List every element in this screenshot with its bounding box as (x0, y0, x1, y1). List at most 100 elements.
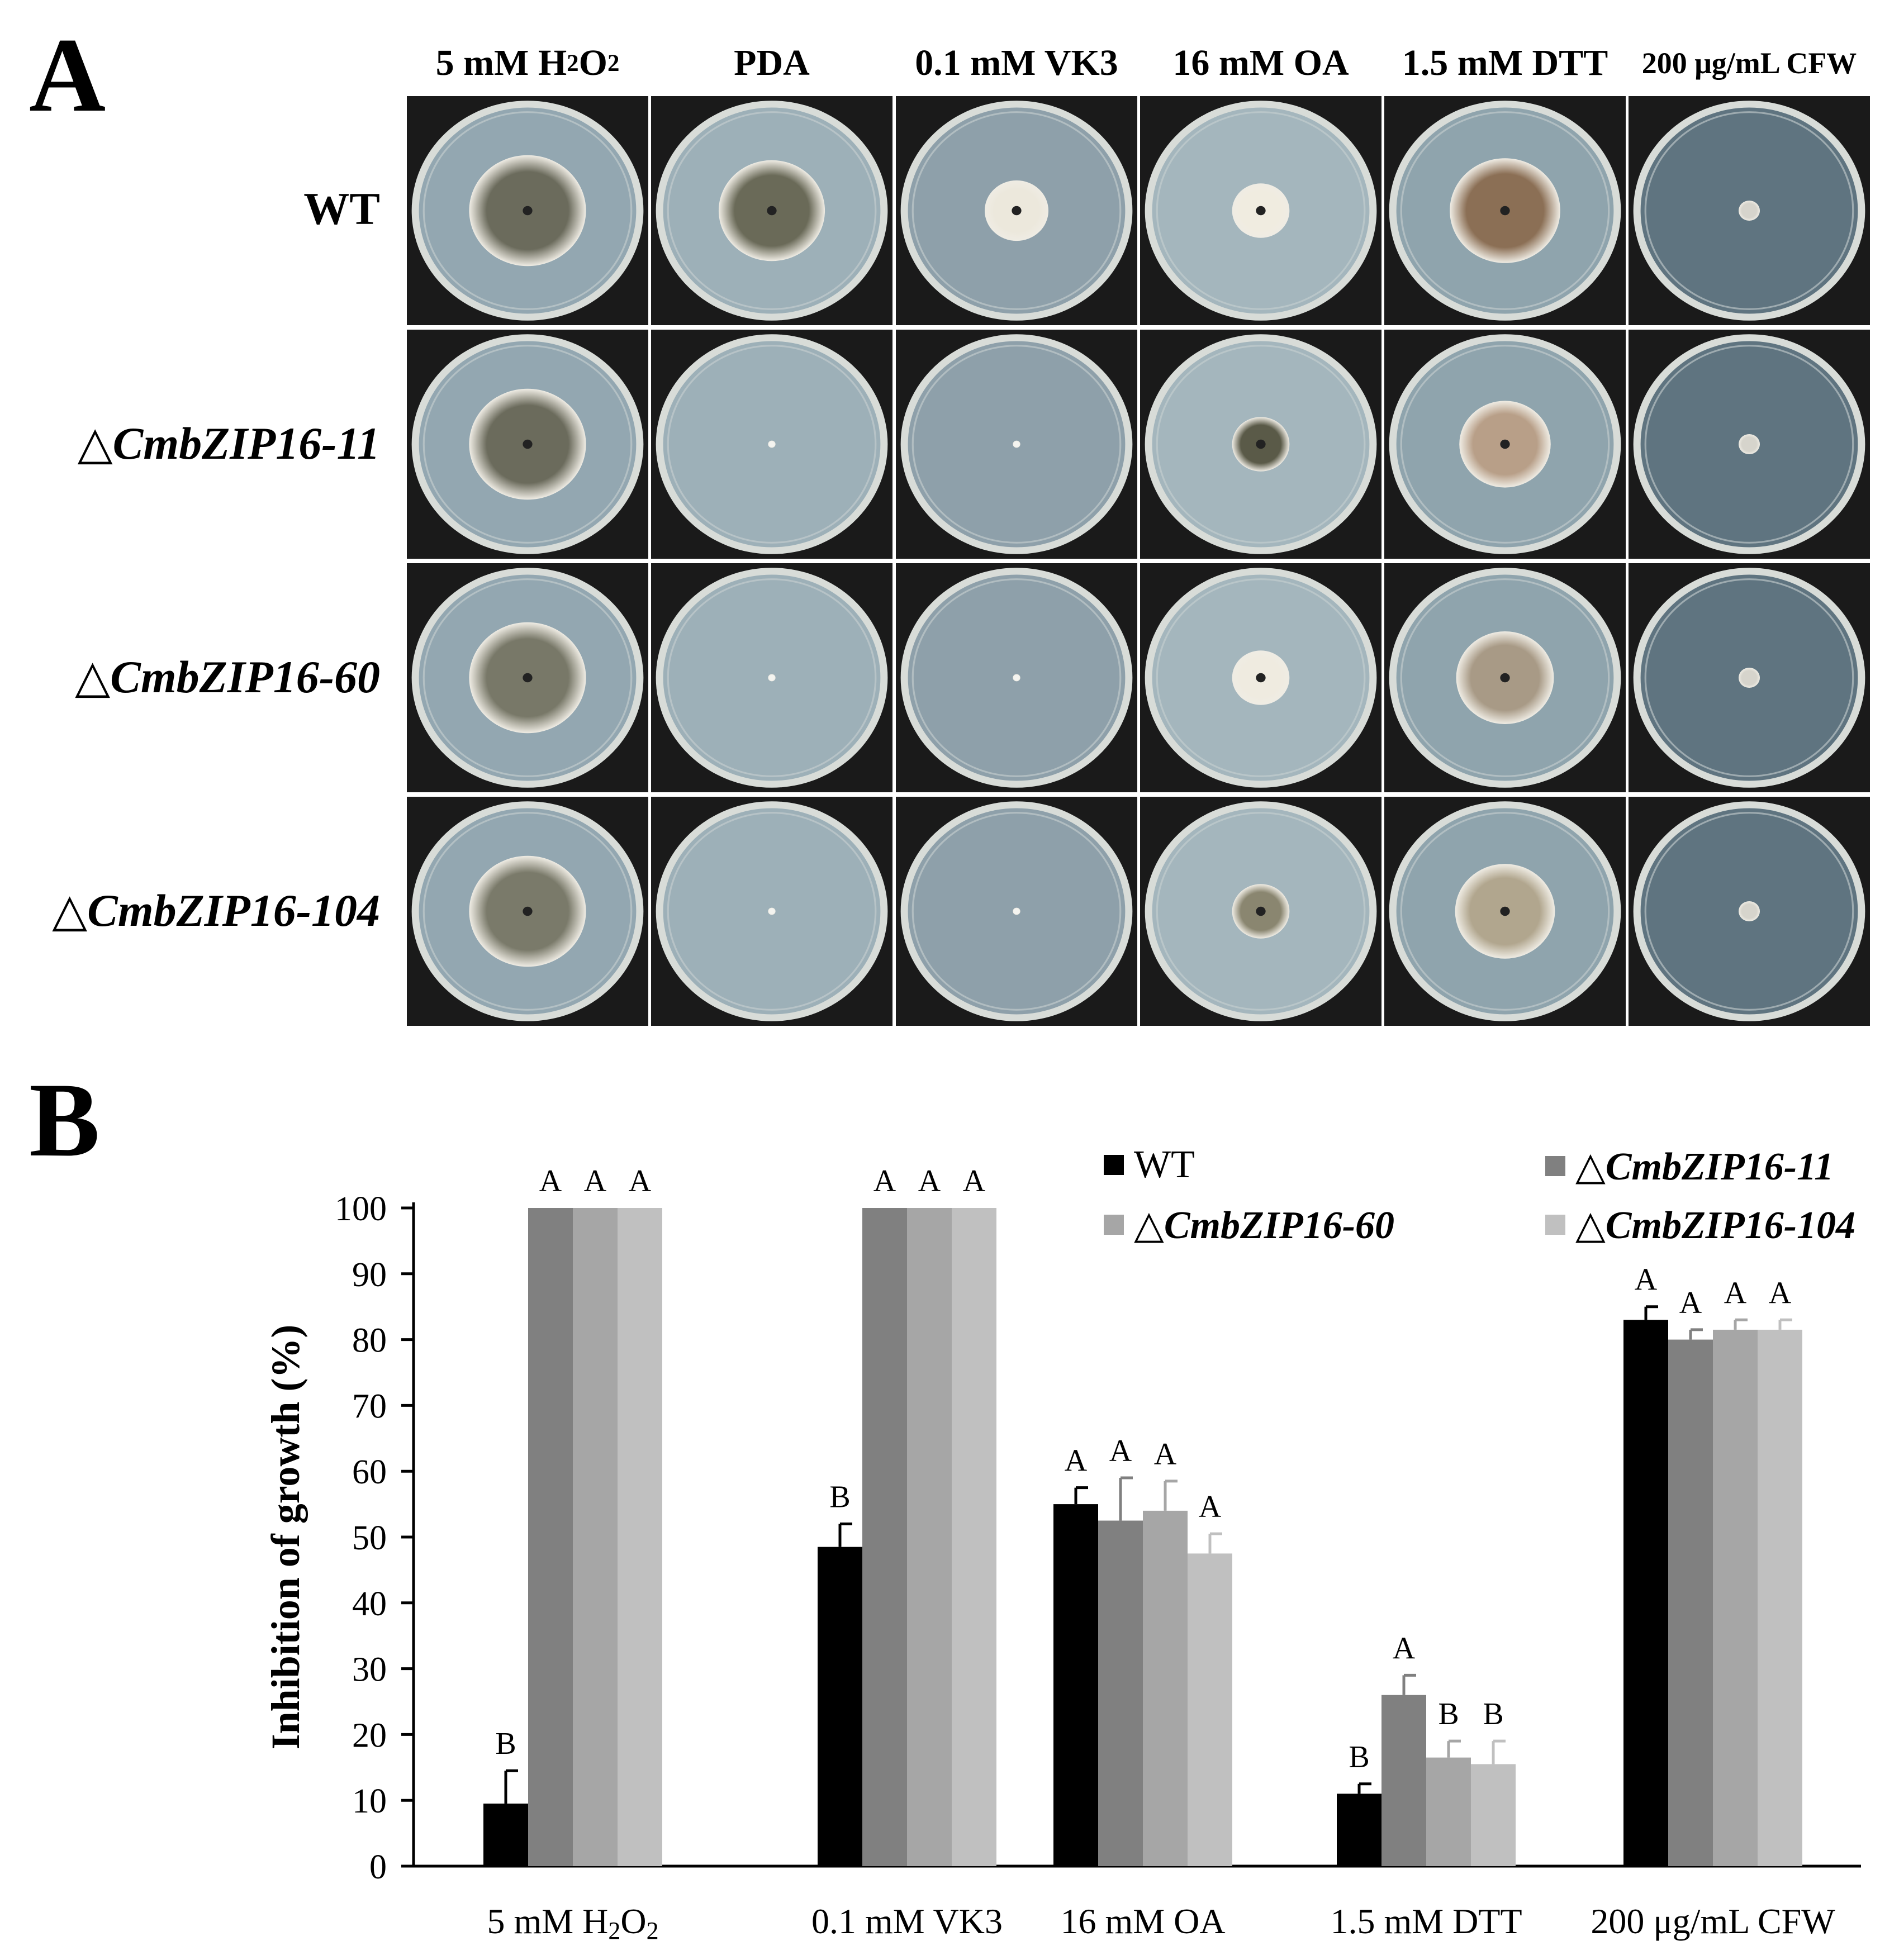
significance-letter: A (1154, 1437, 1177, 1472)
bar (1053, 1504, 1098, 1866)
x-tick-label-text: O (620, 1901, 646, 1941)
column-header: 0.1 mM VK3 (896, 32, 1137, 94)
legend-swatch (1545, 1156, 1565, 1176)
bar (1668, 1339, 1713, 1866)
row-label: WT (303, 183, 380, 234)
bar (818, 1547, 862, 1866)
petri-plate-photo (407, 797, 648, 1026)
y-tick-label: 20 (352, 1716, 387, 1754)
significance-letter: A (1724, 1276, 1747, 1310)
bar (1337, 1794, 1381, 1866)
petri-plate-photo (407, 330, 648, 559)
petri-plate-photo (896, 797, 1137, 1026)
y-tick-label: 0 (369, 1848, 387, 1886)
y-tick-label: 100 (335, 1190, 387, 1228)
legend-label: △CmbZIP16-60 (1134, 1204, 1395, 1247)
legend-swatch (1104, 1215, 1124, 1235)
significance-letter: A (1109, 1434, 1132, 1468)
bar (1471, 1764, 1516, 1866)
x-tick-label: 16 mM OA (1060, 1901, 1225, 1941)
petri-plate-photo (1629, 797, 1870, 1026)
bar (1381, 1695, 1426, 1866)
colony-center (1256, 206, 1266, 216)
legend-label: △CmbZIP16-104 (1575, 1204, 1856, 1247)
x-tick-label-text: 16 mM OA (1060, 1901, 1225, 1941)
significance-letter: B (1438, 1697, 1459, 1731)
column-header-text: O (578, 42, 607, 83)
legend-item: WT (1104, 1143, 1195, 1187)
column-header: 16 mM OA (1140, 32, 1381, 94)
x-tick-label-subscript: 2 (647, 1917, 659, 1944)
fungal-colony (1738, 200, 1760, 221)
y-tick-label: 30 (352, 1651, 387, 1689)
bar (528, 1208, 573, 1866)
y-tick-label: 70 (352, 1387, 387, 1425)
petri-plate-photo (1384, 563, 1626, 792)
significance-letter: A (1635, 1263, 1658, 1297)
significance-letter: A (963, 1164, 986, 1198)
column-header-text: 0.1 mM VK3 (915, 42, 1118, 83)
colony-center (767, 206, 777, 216)
row-label: △CmbZIP16-60 (75, 651, 380, 702)
legend-item: △CmbZIP16-11 (1545, 1143, 1834, 1190)
x-tick-label-text: 1.5 mM DTT (1330, 1901, 1522, 1941)
colony-center (1256, 906, 1266, 916)
petri-plate-photo (1140, 330, 1381, 559)
petri-plate-photo (896, 96, 1137, 325)
row-label: △CmbZIP16-104 (52, 885, 380, 936)
petri-plate-photo (1140, 96, 1381, 325)
column-header: 1.5 mM DTT (1384, 32, 1626, 94)
column-header: PDA (651, 32, 892, 94)
bar (1098, 1520, 1143, 1866)
column-header-subscript: 2 (567, 50, 579, 77)
petri-plate-photo (1629, 563, 1870, 792)
fungal-colony (768, 907, 776, 915)
fungal-colony (1738, 667, 1760, 688)
significance-letter: A (1065, 1444, 1088, 1478)
legend-item: △CmbZIP16-60 (1104, 1201, 1394, 1248)
significance-letter: B (1349, 1740, 1369, 1775)
x-tick-label: 200 μg/mL CFW (1591, 1901, 1835, 1941)
petri-plate-photo (896, 563, 1137, 792)
significance-letter: B (495, 1726, 516, 1761)
fungal-colony (768, 440, 776, 448)
colony-center (1500, 906, 1510, 916)
panel-label-a: A (29, 17, 106, 134)
y-tick-label: 80 (352, 1322, 387, 1360)
bar (1143, 1510, 1188, 1866)
significance-letter: A (539, 1164, 562, 1198)
x-tick-label-text: 5 mM H (487, 1901, 608, 1941)
colony-center (1500, 673, 1510, 683)
x-tick-label-subscript: 2 (608, 1917, 620, 1944)
y-tick-label: 40 (352, 1585, 387, 1623)
column-header: 200 μg/mL CFW (1629, 32, 1870, 94)
y-axis-title: Inhibition of growth (%) (263, 1325, 308, 1750)
petri-plate-photo (1140, 563, 1381, 792)
colony-center (523, 673, 533, 683)
legend-label: WT (1134, 1143, 1195, 1186)
bar (618, 1208, 662, 1866)
colony-center (1256, 673, 1266, 683)
significance-letter: A (918, 1164, 941, 1198)
column-header-text: PDA (734, 42, 810, 83)
petri-plate-photo (651, 797, 892, 1026)
petri-plate-photo (1629, 330, 1870, 559)
bar (862, 1208, 907, 1866)
fungal-colony (1738, 434, 1760, 455)
significance-letter: B (1483, 1697, 1503, 1731)
bar (1758, 1329, 1802, 1866)
colony-center (523, 439, 533, 449)
petri-plate-photo (1384, 96, 1626, 325)
colony-center (1256, 439, 1266, 449)
fungal-colony (768, 674, 776, 682)
bar (907, 1208, 952, 1866)
petri-plate-photo (1384, 797, 1626, 1026)
significance-letter: A (873, 1164, 896, 1198)
significance-letter: A (584, 1164, 607, 1198)
y-tick-label: 60 (352, 1453, 387, 1491)
bar (1713, 1329, 1758, 1866)
row-label: △CmbZIP16-11 (77, 418, 380, 469)
petri-plate-photo (651, 96, 892, 325)
panel-label-b: B (29, 1062, 100, 1179)
significance-letter: A (1199, 1490, 1222, 1524)
